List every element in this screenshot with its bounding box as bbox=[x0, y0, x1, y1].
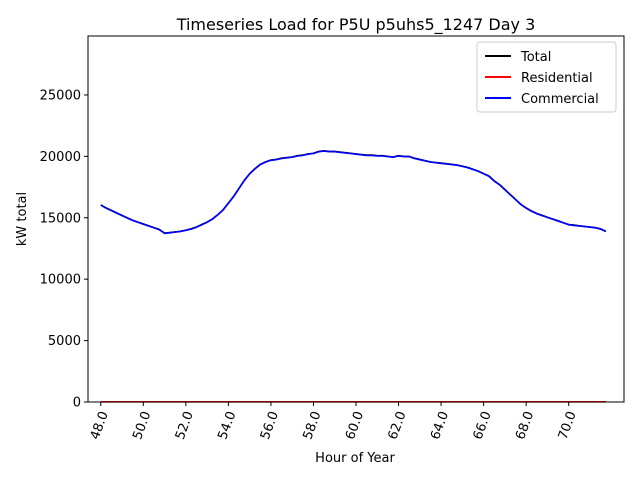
y-axis-label: kW total bbox=[15, 192, 30, 246]
series-line-commercial bbox=[100, 150, 607, 235]
y-tick-label: 0 bbox=[73, 396, 81, 411]
chart-title: Timeseries Load for P5U p5uhs5_1247 Day … bbox=[176, 15, 536, 35]
y-tick-label: 25000 bbox=[40, 88, 81, 103]
y-tick-label: 5000 bbox=[48, 334, 81, 349]
y-tick-label: 20000 bbox=[40, 150, 81, 165]
legend-label-residential: Residential bbox=[521, 71, 593, 86]
legend-label-total: Total bbox=[520, 50, 551, 65]
y-tick-label: 15000 bbox=[40, 211, 81, 226]
legend-label-commercial: Commercial bbox=[521, 92, 599, 107]
y-axis: 0 5000 10000 15000 20000 25000 bbox=[40, 88, 88, 411]
legend-box bbox=[476, 41, 617, 113]
legend: Total Residential Commercial bbox=[476, 41, 617, 113]
x-axis-label: Hour of Year bbox=[315, 451, 395, 466]
y-tick-label: 10000 bbox=[40, 273, 81, 288]
